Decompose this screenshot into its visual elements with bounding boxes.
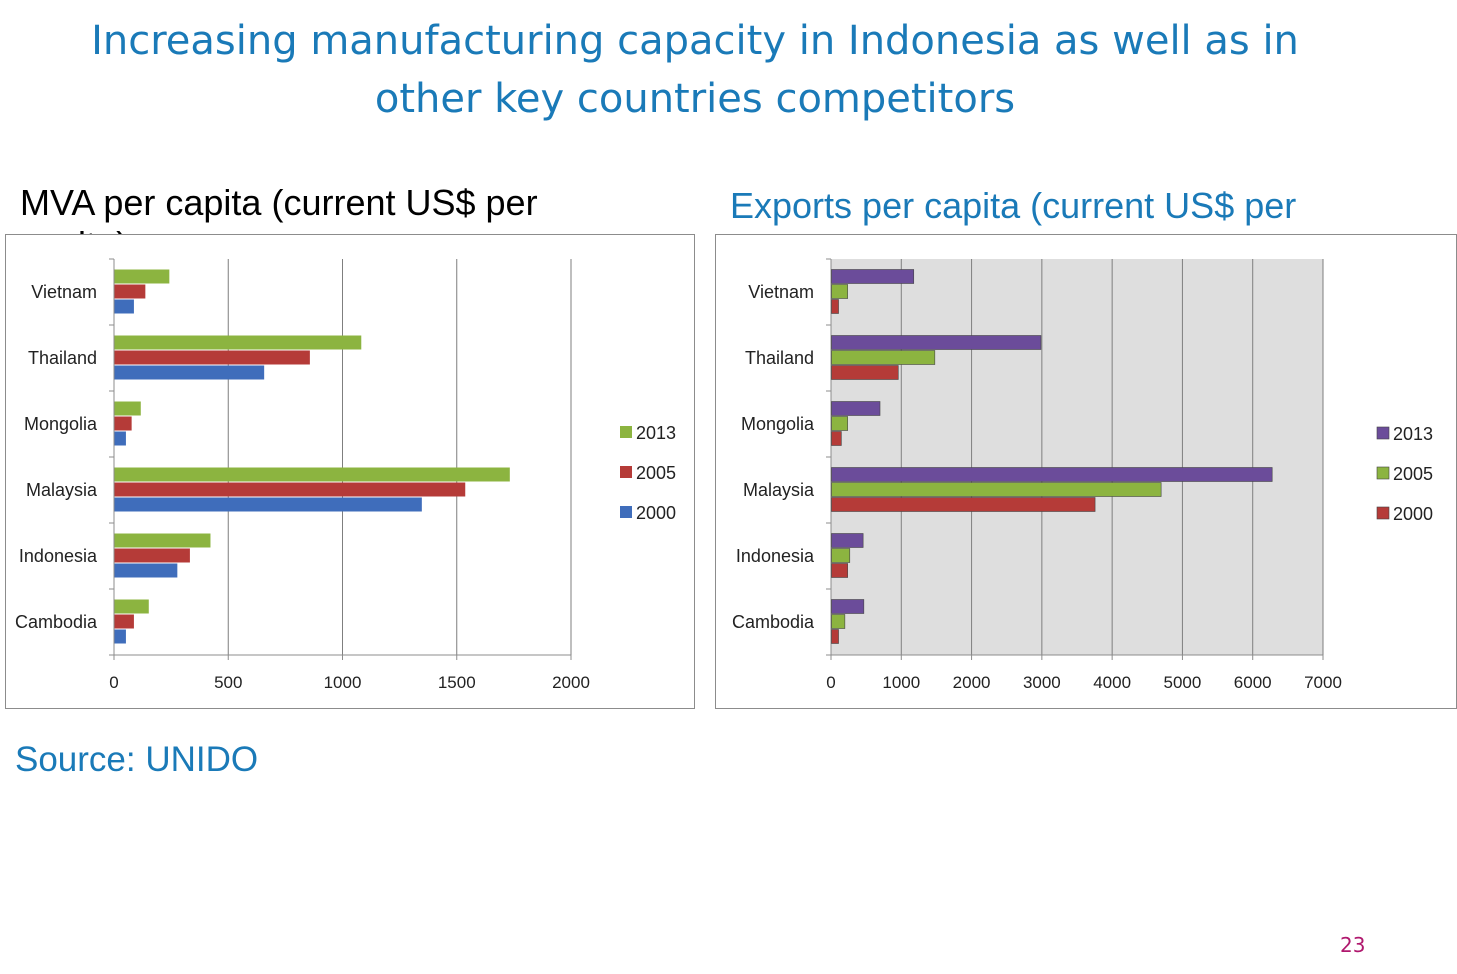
exports-bar-vietnam-2000 [831,299,839,314]
exports-chart-svg: 0 1000 2000 3000 4000 5000 6000 7000 Vietnam Thai… [732,258,1433,692]
mva-bar-thailand-2013 [114,335,362,350]
mva-x-tick-label: 0 [109,673,118,692]
exports-bar-thailand-2013 [831,335,1042,350]
exports-x-tick-label: 4000 [1093,673,1131,692]
mva-bar-cambodia-2005 [114,614,134,629]
mva-category-label: Cambodia [15,612,98,632]
exports-bar-malaysia-2000 [831,497,1096,512]
exports-bar-mongolia-2005 [831,416,848,431]
mva-legend-label: 2005 [636,463,676,483]
mva-x-tick-label: 1500 [438,673,476,692]
exports-legend-label: 2000 [1393,504,1433,524]
exports-category-label: Mongolia [741,414,815,434]
slide-title: Increasing manufacturing capacity in Ind… [0,12,1390,128]
mva-category-label: Vietnam [31,282,97,302]
exports-bar-malaysia-2005 [831,482,1162,497]
exports-x-tick-label: 2000 [953,673,991,692]
exports-bar-mongolia-2000 [831,431,842,446]
mva-bar-thailand-2000 [114,365,265,380]
exports-category-label: Vietnam [748,282,814,302]
exports-category-label: Indonesia [736,546,815,566]
mva-legend-label: 2000 [636,503,676,523]
mva-chart-svg: 0 500 1000 1500 2000 Vietnam Thailand Mongolia M… [15,258,676,692]
exports-legend-label: 2013 [1393,424,1433,444]
exports-bar-mongolia-2013 [831,401,881,416]
mva-bar-vietnam-2013 [114,269,170,284]
mva-category-label: Mongolia [24,414,98,434]
mva-bar-malaysia-2005 [114,482,466,497]
exports-plot-area [831,259,1323,655]
exports-legend-label: 2005 [1393,464,1433,484]
mva-legend-swatch-2005 [620,466,632,478]
mva-bar-thailand-2005 [114,350,310,365]
mva-bar-malaysia-2013 [114,467,510,482]
exports-category-label: Malaysia [743,480,815,500]
mva-category-label: Indonesia [19,546,98,566]
mva-legend-swatch-2013 [620,426,632,438]
mva-bar-indonesia-2000 [114,563,178,578]
chart1-subtitle: MVA per capita (current US$ per capita) [20,182,538,234]
exports-legend-swatch-2013 [1376,426,1390,440]
exports-bar-thailand-2000 [831,365,899,380]
exports-bar-vietnam-2013 [831,269,915,284]
exports-x-tick-label: 1000 [882,673,920,692]
mva-x-tick-label: 500 [214,673,242,692]
exports-x-tick-label: 0 [826,673,835,692]
mva-legend-swatch-2000 [620,506,632,518]
exports-x-tick-label: 5000 [1164,673,1202,692]
chart1-subtitle-line1: MVA per capita (current US$ per [20,182,538,223]
slide-title-line1: Increasing manufacturing capacity in Ind… [91,18,1299,64]
mva-chart: 0 500 1000 1500 2000 Vietnam Thailand Mongolia M… [5,234,695,709]
exports-chart: 0 1000 2000 3000 4000 5000 6000 7000 Vietnam Thai… [715,234,1457,709]
exports-bar-cambodia-2013 [831,599,865,614]
mva-x-tick-label: 1000 [324,673,362,692]
mva-bar-cambodia-2013 [114,599,149,614]
source-note: Source: UNIDO [15,740,259,779]
exports-category-label: Thailand [745,348,814,368]
exports-legend-swatch-2000 [1376,506,1390,520]
mva-bar-indonesia-2005 [114,548,190,563]
chart1-subtitle-line2: capita) [20,224,538,234]
exports-bar-cambodia-2005 [831,614,846,629]
slide-title-line2: other key countries competitors [374,76,1016,122]
mva-bar-mongolia-2005 [114,416,132,431]
mva-bar-indonesia-2013 [114,533,211,548]
exports-bar-thailand-2005 [831,350,936,365]
mva-x-tick-label: 2000 [552,673,590,692]
exports-legend-swatch-2005 [1376,466,1390,480]
chart2-subtitle: Exports per capita (current US$ per [730,185,1297,226]
mva-bar-vietnam-2000 [114,299,134,314]
mva-category-label: Malaysia [26,480,98,500]
exports-x-tick-label: 3000 [1023,673,1061,692]
mva-bar-mongolia-2000 [114,431,126,446]
exports-category-label: Cambodia [732,612,815,632]
exports-bar-indonesia-2005 [831,548,851,563]
exports-bar-indonesia-2000 [831,563,848,578]
mva-legend-label: 2013 [636,423,676,443]
mva-bar-mongolia-2013 [114,401,141,416]
exports-bar-cambodia-2000 [831,629,839,644]
exports-x-tick-label: 7000 [1304,673,1342,692]
mva-bar-malaysia-2000 [114,497,422,512]
exports-bar-malaysia-2013 [831,467,1273,482]
exports-bar-vietnam-2005 [831,284,848,299]
exports-bar-indonesia-2013 [831,533,864,548]
exports-x-tick-label: 6000 [1234,673,1272,692]
mva-category-label: Thailand [28,348,97,368]
mva-bar-vietnam-2005 [114,284,146,299]
mva-bar-cambodia-2000 [114,629,126,644]
page-number: 23 [1340,933,1366,957]
